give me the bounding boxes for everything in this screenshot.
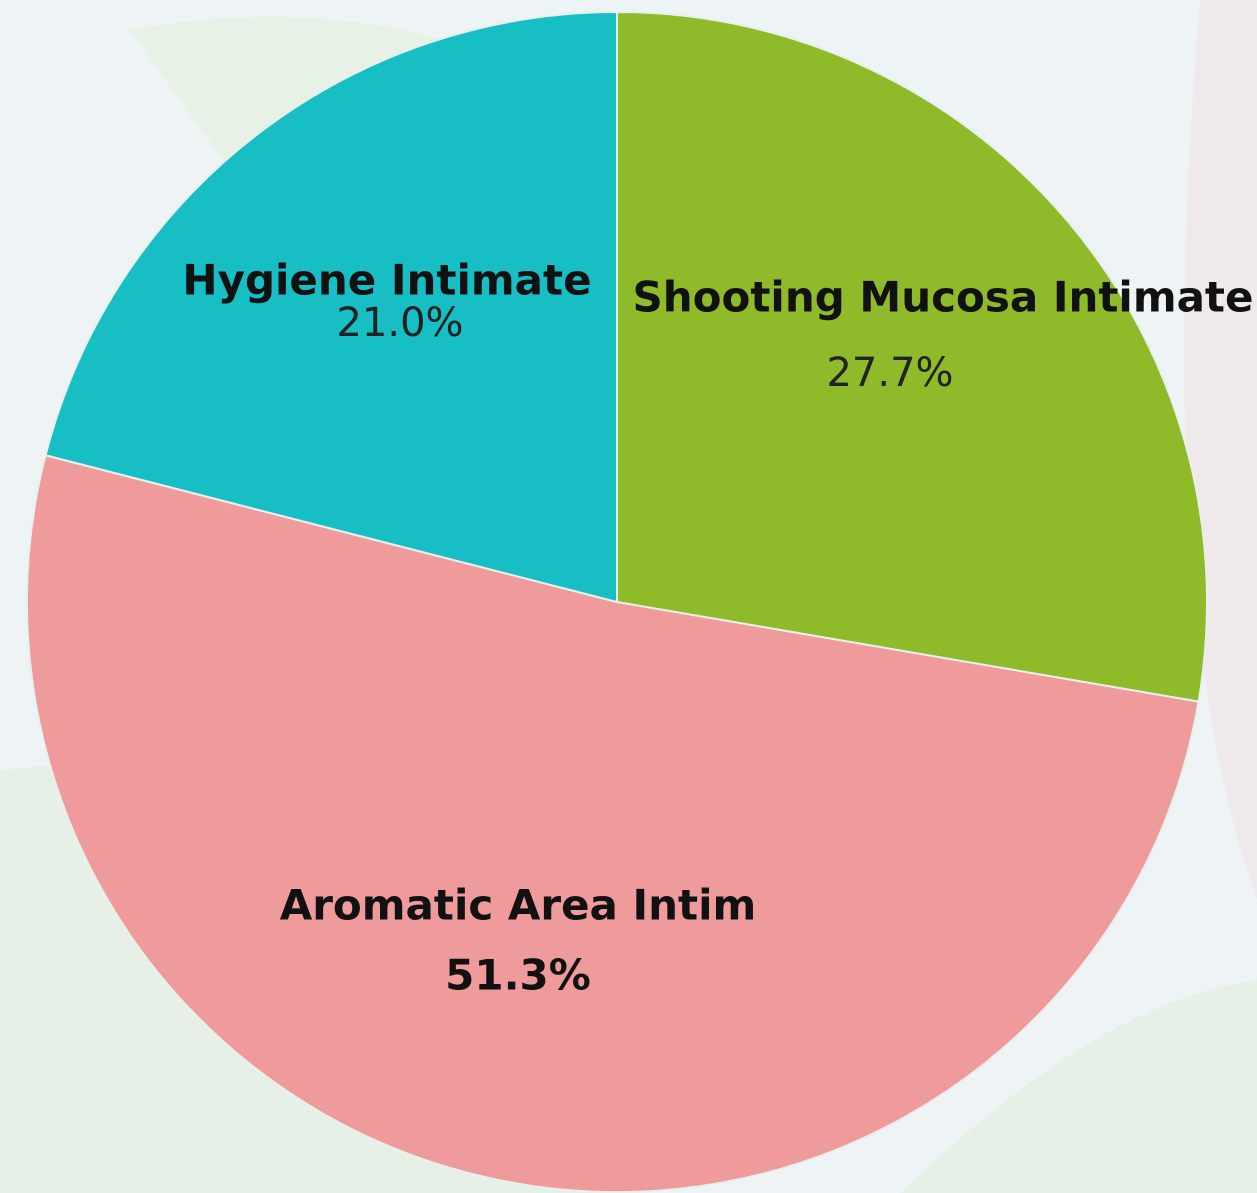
- pie: [26, 10, 1208, 1193]
- slice-value-label: 27.7%: [826, 350, 953, 396]
- slice-label: Aromatic Area Intim: [280, 881, 757, 930]
- slice-label: Hygiene Intimate: [182, 256, 591, 305]
- pie-slice: [616, 10, 1208, 703]
- pie-slice: [44, 10, 618, 604]
- slice-label: Shooting Mucosa Intimate: [633, 273, 1254, 322]
- slice-value-label: 51.3%: [445, 951, 591, 1000]
- slice-value-label: 21.0%: [336, 300, 463, 346]
- labels: Shooting Mucosa Intimate 27.7% Aromatic Ar…: [182, 256, 1253, 1000]
- pie-slice: [26, 454, 1200, 1193]
